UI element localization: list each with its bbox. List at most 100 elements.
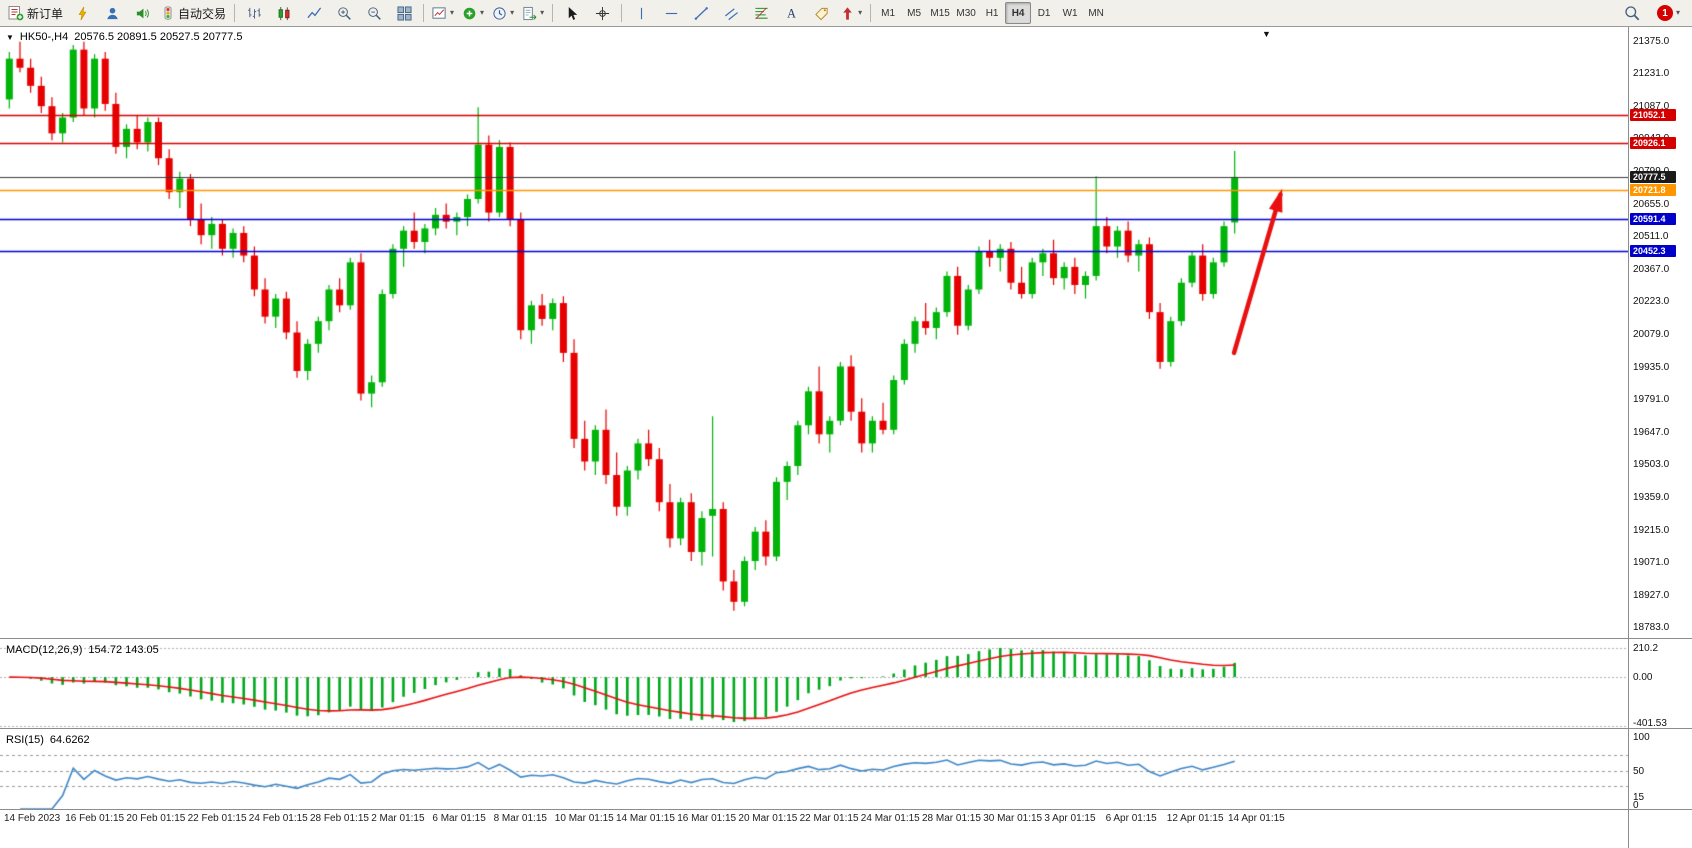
hline-price-badge: 20452.3 [1630,245,1676,257]
dropdown-caret-icon: ▾ [510,8,515,17]
trendline-tool-button[interactable] [686,1,716,25]
time-axis-label: 10 Mar 01:15 [554,813,614,824]
macd-pane-canvas[interactable] [0,642,1628,728]
timeframe-m15-button[interactable]: M15 [930,7,950,19]
zoom-out-icon [367,6,382,21]
notifications-button[interactable]: 1 ▾ [1653,1,1684,25]
price-axis-tick: 20223.0 [1633,296,1670,307]
time-axis-label: 24 Feb 01:15 [248,813,308,824]
search-button[interactable] [1617,1,1647,25]
price-axis-tick: 19647.0 [1633,427,1670,438]
ohlc-bars-icon [247,6,262,21]
template-doc-icon [522,6,537,21]
text-tool-button[interactable]: A [776,1,806,25]
timeframe-h1-button[interactable]: H1 [985,7,999,19]
alerts-button[interactable] [127,1,157,25]
timeframe-m5-button[interactable]: M5 [907,7,922,19]
zoom-out-button[interactable] [359,1,389,25]
new-order-label: 新订单 [27,6,64,21]
chart-list-button[interactable]: ▾ [428,1,458,25]
macd-values: 154.72 143.05 [88,644,159,656]
pane-splitter[interactable] [0,728,1692,729]
price-axis-tick: -401.53 [1633,718,1667,729]
vertical-line-tool-button[interactable] [626,1,656,25]
period-clock-button[interactable]: ▾ [488,1,518,25]
line-chart-icon [306,6,322,21]
time-axis-label: 2 Mar 01:15 [371,813,425,824]
tile-windows-button[interactable] [389,1,419,25]
line-chart-button[interactable] [299,1,329,25]
channel-tool-button[interactable] [716,1,746,25]
timeframe-w1-button[interactable]: W1 [1062,7,1078,19]
timeframe-m1-button[interactable]: M1 [881,7,896,19]
fibonacci-tool-button[interactable] [746,1,776,25]
channel-icon [724,6,739,21]
rsi-pane-canvas[interactable] [0,732,1628,809]
candles-icon [277,6,292,21]
add-indicator-button[interactable]: ▾ [458,1,488,25]
price-axis-tick: 18783.0 [1633,622,1670,633]
time-axis-label: 16 Feb 01:15 [65,813,125,824]
time-axis-label: 28 Feb 01:15 [310,813,369,824]
crosshair-icon [595,6,610,21]
toolbar-separator [870,4,872,22]
label-tool-button[interactable] [806,1,836,25]
profile-button[interactable] [97,1,127,25]
candlestick-chart-button[interactable] [269,1,299,25]
price-axis-tick: 19791.0 [1633,394,1670,405]
collapse-triangle-icon: ▼ [6,32,14,42]
timeframe-mn-button[interactable]: MN [1088,7,1104,19]
arrows-tool-button[interactable]: ▾ [836,1,866,25]
price-axis-tick: 19503.0 [1633,459,1670,470]
traffic-light-icon [161,5,175,21]
time-axis-label: 28 Mar 01:15 [922,813,981,824]
order-form-icon [8,5,24,21]
auto-trading-button[interactable]: 自动交易 [157,1,230,25]
price-axis-tick: 19935.0 [1633,362,1670,373]
time-axis-label: 24 Mar 01:15 [860,813,920,824]
dropdown-caret-icon: ▾ [1675,8,1680,17]
time-axis-label: 22 Feb 01:15 [187,813,247,824]
timeframe-d1-button[interactable]: D1 [1037,7,1051,19]
time-axis-label: 8 Mar 01:15 [493,813,547,824]
chart-title: ▼ HK50-,H4 20576.5 20891.5 20527.5 20777… [6,31,242,43]
price-axis-tick: 19215.0 [1633,525,1670,536]
speaker-icon [135,6,150,21]
cursor-tool-button[interactable] [557,1,587,25]
price-axis-tick: 20655.0 [1633,199,1670,210]
time-axis-label: 12 Apr 01:15 [1166,813,1224,824]
price-axis-tick: 19071.0 [1633,557,1670,568]
dropdown-caret-icon: ▾ [480,8,485,17]
arrow-object-icon [840,6,855,21]
timeframe-m30-button[interactable]: M30 [956,7,976,19]
hline-price-badge: 21052.1 [1630,109,1676,121]
ohlc-values: 20576.5 20891.5 20527.5 20777.5 [74,31,243,43]
text-icon: A [784,6,799,21]
horizontal-line-tool-button[interactable] [656,1,686,25]
time-axis-border [0,809,1692,810]
price-axis-tick: 15 [1633,792,1645,803]
new-order-button[interactable]: 新订单 [4,1,67,25]
quick-trade-button[interactable] [67,1,97,25]
bar-chart-button[interactable] [239,1,269,25]
fibonacci-icon [754,6,769,21]
pane-splitter[interactable] [0,638,1692,639]
zoom-in-button[interactable] [329,1,359,25]
price-axis-tick: 20511.0 [1633,231,1669,242]
time-axis-label: 14 Feb 2023 [4,813,61,824]
price-axis-tick: 50 [1633,766,1645,777]
rsi-value: 64.6262 [49,734,90,746]
templates-button[interactable]: ▾ [518,1,548,25]
timeframe-h4-button[interactable]: H4 [1005,2,1032,24]
crosshair-tool-button[interactable] [587,1,617,25]
toolbar-separator [234,4,236,22]
price-axis-tick: 21087.0 [1633,101,1670,112]
toolbar-separator [552,4,554,22]
price-chart-canvas[interactable] [0,27,1628,638]
toolbar: 新订单 自动交易 [0,0,1692,27]
tile-windows-icon [397,5,412,21]
price-axis-tick: 21375.0 [1633,36,1670,47]
label-tag-icon [814,6,829,21]
price-axis-tick: 21231.0 [1633,68,1670,79]
